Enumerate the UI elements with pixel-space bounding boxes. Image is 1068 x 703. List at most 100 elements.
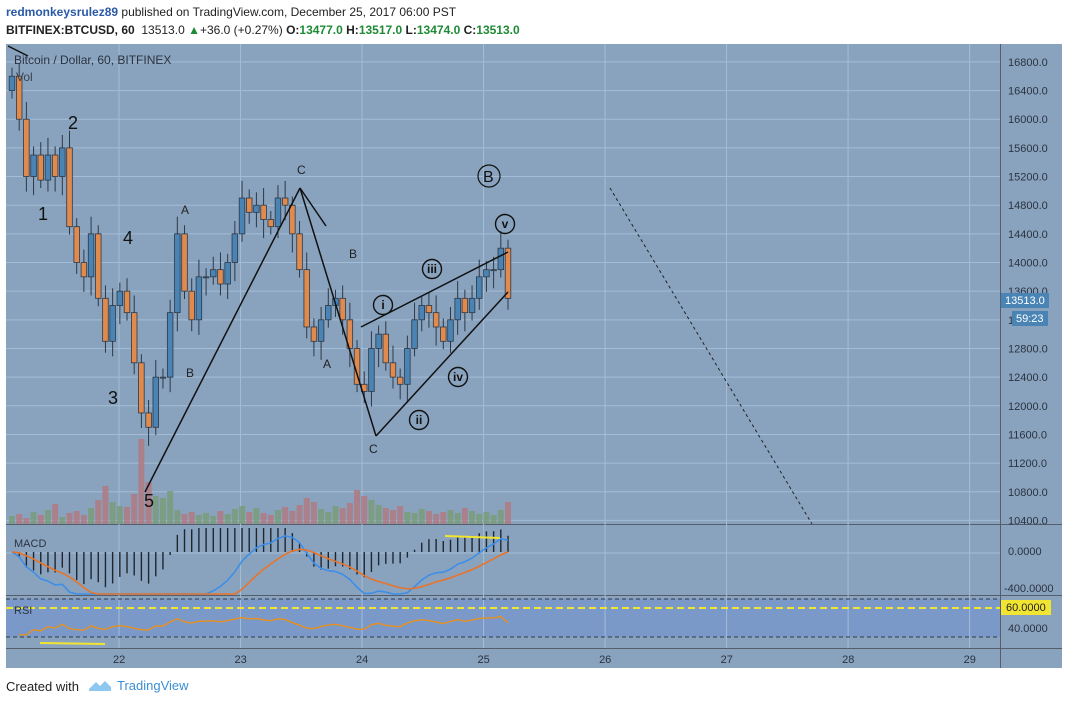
candle-body: [8, 75, 16, 91]
volume-bar: [37, 515, 44, 524]
candle-body: [310, 326, 318, 342]
macd-label: MACD: [14, 538, 46, 550]
macd-signal-line: [11, 548, 509, 595]
volume-bar: [174, 510, 181, 524]
volume-bar: [296, 505, 303, 524]
volume-bar: [159, 498, 166, 524]
candle-body: [116, 290, 124, 306]
candlesticks: [8, 63, 512, 446]
candle-body: [73, 226, 80, 263]
candle-body: [238, 197, 246, 235]
price-axis[interactable]: [1000, 44, 1062, 648]
candle-body: [339, 297, 346, 321]
volume-bar: [303, 498, 310, 524]
candle-body: [51, 154, 59, 177]
time-tick-label: 25: [478, 654, 490, 666]
candle-body: [66, 147, 73, 228]
volume-bar: [95, 500, 102, 524]
volume-bar: [167, 491, 174, 524]
volume-bar: [80, 515, 87, 524]
candle-body: [396, 376, 404, 385]
author-link[interactable]: redmonkeysrulez89: [6, 5, 119, 19]
open-value: 13477.0: [299, 23, 343, 37]
price-tick-label: 10800.0: [1008, 487, 1048, 499]
candle-body: [483, 269, 490, 278]
rsi-tick-label: 40.0000: [1008, 623, 1048, 635]
time-tick-label: 29: [964, 654, 976, 666]
volume-bar: [418, 509, 425, 524]
volume-bar: [145, 482, 152, 524]
wave-trendline: [144, 187, 301, 493]
ohlc-line: BITFINEX:BTCUSD, 60 13513.0 ▲+36.0 (+0.2…: [6, 23, 520, 37]
volume-bar: [239, 506, 246, 524]
volume-label: Vol: [16, 70, 33, 84]
volume-bar: [318, 509, 325, 524]
candle-body: [87, 233, 95, 278]
volume-bar: [152, 496, 159, 524]
candle-body: [23, 118, 30, 177]
candle-body: [15, 75, 23, 120]
candle-body: [159, 376, 167, 379]
countdown-tag-text: 59:23: [1016, 313, 1044, 325]
rsi-label: RSI: [14, 605, 32, 617]
candle-body: [296, 233, 303, 271]
last-price-tag-text: 13513.0: [1005, 295, 1045, 307]
candle-body: [202, 276, 210, 279]
high-label: H:: [346, 23, 359, 37]
rsi-level-tag-text: 60.0000: [1006, 602, 1046, 614]
volume-bar: [325, 512, 332, 524]
candle-body: [217, 269, 224, 285]
volume-bar: [483, 512, 490, 524]
candle-body: [274, 197, 282, 228]
price-tick-label: 12400.0: [1008, 372, 1048, 384]
wave-number-label: 1: [38, 204, 48, 224]
wave-circle: [421, 258, 443, 280]
volume-bar: [354, 490, 361, 524]
time-tick-label: 26: [599, 654, 611, 666]
wave-number-label: 5: [144, 491, 154, 511]
low-label: L:: [405, 23, 417, 37]
candle-body: [145, 412, 152, 428]
price-tick-label: 15200.0: [1008, 172, 1048, 184]
tradingview-link[interactable]: TradingView: [117, 678, 189, 693]
volume-bar: [73, 511, 80, 524]
chart-canvas[interactable]: 0.0000-400.0000 40.0000 12345ABCABCBiiii…: [0, 42, 1068, 670]
tradingview-logo-icon[interactable]: [88, 677, 112, 693]
time-axis[interactable]: [6, 648, 1062, 668]
wave-circle-label: B: [483, 169, 494, 186]
wave-circle: [408, 409, 430, 431]
wave-letter-label: A: [323, 357, 331, 371]
volume-bar: [505, 502, 511, 524]
candle-body: [37, 154, 44, 181]
volume-bar: [16, 514, 23, 524]
candle-body: [231, 233, 239, 263]
rsi-indicator: 40.0000: [6, 598, 1048, 645]
candle-body: [80, 262, 88, 278]
price-tick-label: 12000.0: [1008, 401, 1048, 413]
time-tick-label: 22: [113, 654, 125, 666]
volume-bar: [397, 506, 404, 524]
wave-letter-label: A: [181, 203, 189, 217]
volume-bar: [217, 511, 224, 524]
macd-indicator: 0.0000 -400.0000: [6, 528, 1054, 595]
candle-body: [123, 290, 131, 314]
wave-letter-label: B: [186, 366, 194, 380]
candle-body: [375, 333, 382, 349]
volume-bar: [310, 502, 317, 524]
price-tick-label: 12800.0: [1008, 343, 1048, 355]
high-value: 13517.0: [358, 23, 403, 37]
volume-bar: [109, 502, 116, 524]
candle-body: [325, 305, 332, 321]
rsi-trendline: [39, 642, 106, 645]
price-pane[interactable]: [6, 44, 1000, 524]
candle-body: [30, 154, 37, 177]
macd-tick-label: 0.0000: [1008, 546, 1042, 558]
wave-trendline: [299, 187, 377, 437]
volume-bar: [346, 503, 353, 524]
volume-bar: [124, 507, 131, 524]
macd-pane[interactable]: [6, 525, 1000, 595]
volume-bar: [231, 509, 238, 524]
volume-bar: [52, 504, 59, 524]
close-value: 13513.0: [476, 23, 520, 37]
